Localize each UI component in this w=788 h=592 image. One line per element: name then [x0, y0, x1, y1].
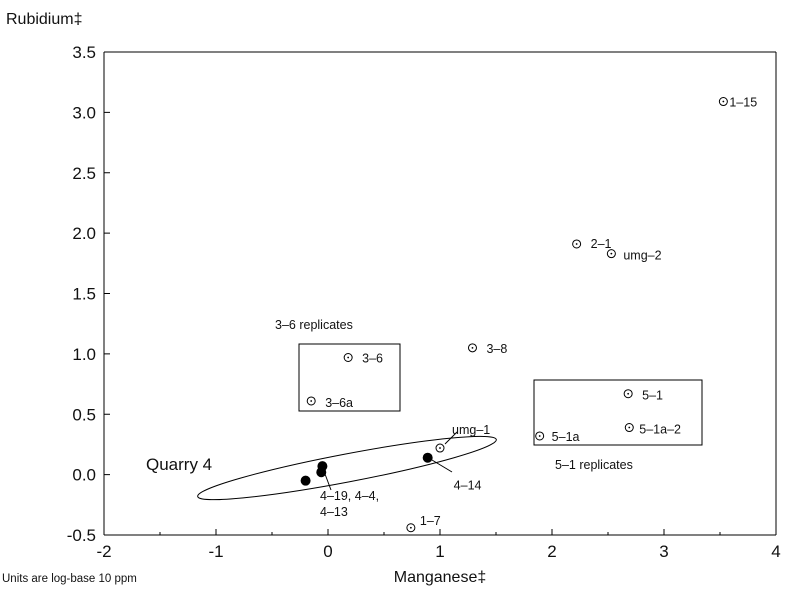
leader-4-group — [324, 473, 332, 491]
y-tick-label: 0.5 — [72, 405, 96, 424]
data-point: 5–1 — [623, 389, 663, 403]
x-ticks: -2 -1 0 1 2 3 4 — [96, 529, 781, 561]
marker-center-dot — [471, 346, 474, 349]
x-tick-label: 4 — [771, 542, 780, 561]
leader-4-14 — [431, 459, 453, 473]
data-point: 1–7 — [406, 514, 441, 533]
point-label: 5–1 — [642, 389, 663, 403]
data-point: 5–1a — [535, 430, 580, 444]
y-tick-label: 1.5 — [72, 285, 96, 304]
marker-center-dot — [310, 400, 313, 402]
point-label: 1–15 — [729, 96, 757, 110]
quarry-4-ellipse — [197, 435, 497, 501]
point-label: 5–1a–2 — [639, 423, 681, 437]
replicates-3-6-box — [298, 343, 401, 412]
replicates-3-6-label: 3–6 replicates — [275, 318, 353, 332]
y-ticks: -0.5 0.0 0.5 1.0 1.5 2.0 2.5 3.0 3.5 — [67, 43, 110, 545]
marker-center-dot — [610, 252, 613, 255]
point-label: 5–1a — [552, 430, 580, 444]
units-note: Units are log-base 10 ppm — [2, 573, 137, 585]
data-points: 1–15 2–1 umg–2 3–8 3–6 3–6a 5–1 5–1a 5–1a–2 umg–1… — [300, 96, 757, 533]
point-label: 1–7 — [420, 514, 441, 528]
replicates-5-1-box — [533, 379, 703, 446]
point-label: umg–1 — [452, 423, 490, 437]
point-label: umg–2 — [623, 249, 661, 263]
x-tick-label: -1 — [208, 542, 223, 561]
point-label: 3–8 — [486, 342, 507, 356]
data-point: 1–15 — [718, 96, 757, 110]
marker-center-dot — [628, 426, 631, 429]
data-point: 3–6 — [343, 351, 383, 365]
filled-marker — [300, 475, 311, 486]
marker-center-dot — [538, 435, 541, 437]
data-point: 3–6a — [306, 396, 353, 410]
marker-center-dot — [722, 100, 725, 103]
x-axis-title: Manganese‡ — [394, 569, 487, 586]
y-axis-title: Rubidium‡ — [6, 11, 82, 28]
marker-center-dot — [627, 392, 630, 395]
data-point: 4–14 — [422, 452, 482, 493]
y-tick-label: 3.5 — [72, 43, 96, 62]
data-point: umg–2 — [606, 249, 662, 263]
filled-marker — [316, 467, 327, 478]
y-tick-label: 2.5 — [72, 164, 96, 183]
point-label: 2–1 — [591, 237, 612, 251]
x-tick-label: 1 — [435, 542, 444, 561]
marker-center-dot — [439, 447, 441, 449]
point-label: 3–6 — [362, 351, 383, 365]
x-tick-label: 2 — [547, 542, 556, 561]
replicates-5-1-label: 5–1 replicates — [555, 458, 633, 472]
y-tick-label: 2.0 — [72, 224, 96, 243]
x-tick-label: -2 — [96, 542, 111, 561]
data-point: 5–1a–2 — [624, 423, 681, 437]
marker-center-dot — [409, 526, 412, 529]
y-tick-label: -0.5 — [67, 526, 96, 545]
filled-marker — [422, 452, 433, 463]
leader-umg-1 — [444, 431, 458, 445]
y-tick-label: 0.0 — [72, 466, 96, 485]
marker-center-dot — [575, 243, 578, 245]
data-point: 2–1 — [572, 237, 612, 251]
y-tick-label: 3.0 — [72, 103, 96, 122]
quarry-4-label: Quarry 4 — [146, 455, 212, 474]
data-point — [316, 467, 327, 478]
point-label: 4–14 — [454, 479, 482, 493]
data-point: umg–1 — [435, 423, 490, 453]
x-tick-label: 0 — [323, 542, 332, 561]
data-point — [300, 475, 311, 486]
point-label: 3–6a — [325, 396, 353, 410]
y-tick-label: 1.0 — [72, 345, 96, 364]
group-label: 4–19, 4–4, 4–13 — [320, 489, 383, 519]
marker-center-dot — [347, 356, 350, 359]
x-tick-label: 3 — [659, 542, 668, 561]
data-point: 3–8 — [467, 342, 507, 356]
